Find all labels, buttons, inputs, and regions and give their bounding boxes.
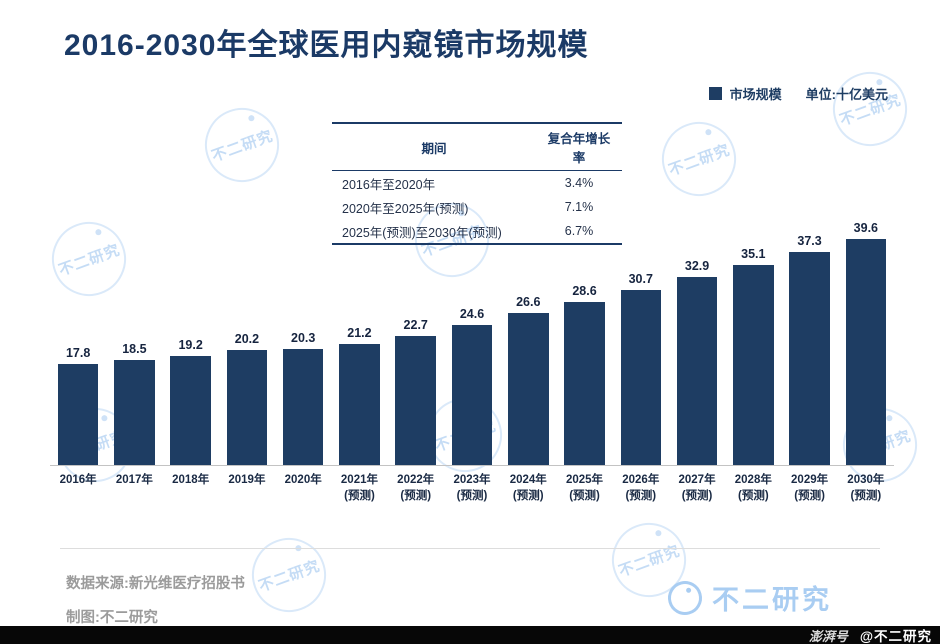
bar-column: 21.2 bbox=[331, 326, 387, 465]
x-axis-label: 2024年 (预测) bbox=[509, 474, 547, 503]
bar-value-label: 37.3 bbox=[797, 234, 822, 249]
bar-value-label: 22.7 bbox=[403, 317, 428, 332]
bar bbox=[845, 239, 887, 465]
cagr-row: 2020年至2025年(预测) 7.1% bbox=[332, 195, 622, 219]
legend-series-label: 市场规模 bbox=[729, 87, 782, 102]
bar-value-label: 24.6 bbox=[459, 306, 485, 321]
data-source-text: 数据来源:新光维医疗招股书 bbox=[66, 576, 245, 592]
watermark-logo: 不二研究 bbox=[651, 111, 747, 207]
categories-row: 2016年 2017年 2018年 2019年 2020年 2021年 (预测) 2022年… bbox=[50, 472, 894, 504]
cagr-period-cell: 2016年至2020年 bbox=[342, 177, 436, 192]
x-axis-label: 2030年 (预测) bbox=[847, 474, 885, 503]
bar-value-label: 32.9 bbox=[684, 259, 710, 274]
bar bbox=[508, 313, 549, 465]
bar bbox=[733, 264, 774, 465]
bar-column: 22.7 bbox=[388, 318, 444, 465]
x-axis-label: 2021年 (预测) bbox=[340, 474, 378, 503]
bar-value-label: 19.2 bbox=[178, 337, 203, 352]
bar-value-label: 18.5 bbox=[122, 341, 147, 356]
bar bbox=[282, 349, 324, 465]
bar-column: 30.7 bbox=[613, 272, 669, 465]
bottom-bar: 澎湃号 @不二研究 bbox=[0, 626, 940, 644]
watermark-logo: 不二研究 bbox=[822, 61, 918, 157]
bar bbox=[226, 349, 268, 465]
brand-badge: @不二研究 bbox=[859, 629, 932, 644]
bars-row: 17.8 18.5 19.2 20.2 20.3 21.2 22.7 24.6 26.6 28.6… bbox=[50, 220, 894, 465]
bar bbox=[620, 290, 662, 465]
bar-value-label: 26.6 bbox=[516, 295, 541, 310]
x-axis-label: 2026年 (预测) bbox=[622, 474, 660, 503]
cagr-value-cell: 6.7% bbox=[564, 224, 594, 238]
bar-value-label: 28.6 bbox=[572, 283, 597, 298]
cagr-value-cell: 7.1% bbox=[564, 200, 594, 214]
bar bbox=[789, 252, 830, 465]
bar-column: 24.6 bbox=[444, 307, 500, 465]
x-axis-label: 2018年 bbox=[172, 474, 210, 486]
bar-value-label: 20.2 bbox=[234, 331, 260, 346]
cagr-table: 期间 复合年增长率 2016年至2020年 3.4% 2020年至2025年(预测) 7… bbox=[332, 122, 622, 245]
x-axis-label: 2023年 (预测) bbox=[453, 474, 491, 503]
bar bbox=[170, 355, 211, 465]
cagr-header-cell: 期间 bbox=[421, 141, 447, 156]
bar bbox=[57, 363, 99, 465]
bar-value-label: 21.2 bbox=[347, 326, 372, 341]
x-axis-label: 2016年 bbox=[59, 474, 97, 486]
cagr-value-cell: 3.4% bbox=[564, 176, 594, 190]
bar bbox=[339, 344, 380, 465]
cagr-table-body: 2016年至2020年 3.4% 2020年至2025年(预测) 7.1% 2025年(… bbox=[332, 171, 622, 244]
page-title: 2016-2030年全球医用内窥镜市场规模 bbox=[64, 29, 589, 62]
brand-name: 不二研究 bbox=[712, 585, 832, 615]
bar bbox=[451, 324, 493, 465]
x-axis-label: 2027年 (预测) bbox=[678, 474, 716, 503]
watermark-logo: 不二研究 bbox=[194, 97, 290, 193]
bar bbox=[395, 335, 436, 465]
cagr-period-cell: 2025年(预测)至2030年(预测) bbox=[342, 225, 502, 240]
bar-chart: 17.8 18.5 19.2 20.2 20.3 21.2 22.7 24.6 26.6 28.6… bbox=[50, 220, 894, 504]
footer-divider bbox=[60, 548, 880, 549]
cagr-table-head-row: 期间 复合年增长率 bbox=[332, 123, 622, 171]
legend-unit-label: 单位:十亿美元 bbox=[805, 87, 888, 102]
x-axis-label: 2025年 (预测) bbox=[565, 474, 604, 503]
x-axis-label: 2017年 bbox=[115, 474, 153, 486]
chart-credit-text: 制图:不二研究 bbox=[66, 610, 158, 626]
bar-column: 26.6 bbox=[500, 295, 556, 465]
platform-logo-text: 澎湃号 bbox=[808, 628, 848, 644]
bar-column: 17.8 bbox=[50, 346, 106, 465]
bar-column: 32.9 bbox=[669, 259, 725, 465]
x-axis-label: 2028年 (预测) bbox=[734, 474, 772, 503]
x-axis-label: 2029年 (预测) bbox=[791, 474, 829, 503]
bar-value-label: 35.1 bbox=[741, 246, 766, 261]
x-axis-label: 2020年 bbox=[284, 474, 322, 486]
cagr-header-cell: 复合年增长率 bbox=[547, 132, 611, 165]
brand-block: 不二研究 bbox=[664, 576, 832, 619]
bar-value-label: 30.7 bbox=[628, 272, 653, 287]
bar-column: 20.3 bbox=[275, 331, 331, 465]
x-axis-line bbox=[50, 465, 894, 466]
cagr-row: 2016年至2020年 3.4% bbox=[332, 171, 622, 196]
bar bbox=[114, 359, 155, 465]
watermark-logo: 不二研究 bbox=[241, 527, 337, 623]
x-axis-label: 2019年 bbox=[228, 474, 266, 486]
x-axis-label: 2022年 (预测) bbox=[397, 474, 435, 503]
cagr-period-cell: 2020年至2025年(预测) bbox=[342, 201, 469, 216]
bar-column: 28.6 bbox=[556, 284, 612, 465]
bar-column: 39.6 bbox=[838, 221, 894, 465]
bar bbox=[676, 277, 718, 465]
legend-swatch bbox=[708, 87, 722, 100]
bar bbox=[564, 301, 605, 465]
bar-column: 37.3 bbox=[781, 234, 837, 465]
bar-column: 35.1 bbox=[725, 247, 781, 465]
chart-legend: 市场规模 单位:十亿美元 bbox=[708, 84, 888, 103]
bar-column: 20.2 bbox=[219, 332, 275, 465]
bar-value-label: 17.8 bbox=[65, 345, 91, 360]
brand-logo-icon bbox=[664, 576, 706, 619]
bar-value-label: 39.6 bbox=[853, 221, 879, 236]
bar-column: 18.5 bbox=[106, 342, 162, 465]
bar-value-label: 20.3 bbox=[291, 331, 316, 346]
bar-column: 19.2 bbox=[163, 338, 219, 465]
cagr-row: 2025年(预测)至2030年(预测) 6.7% bbox=[332, 219, 622, 244]
